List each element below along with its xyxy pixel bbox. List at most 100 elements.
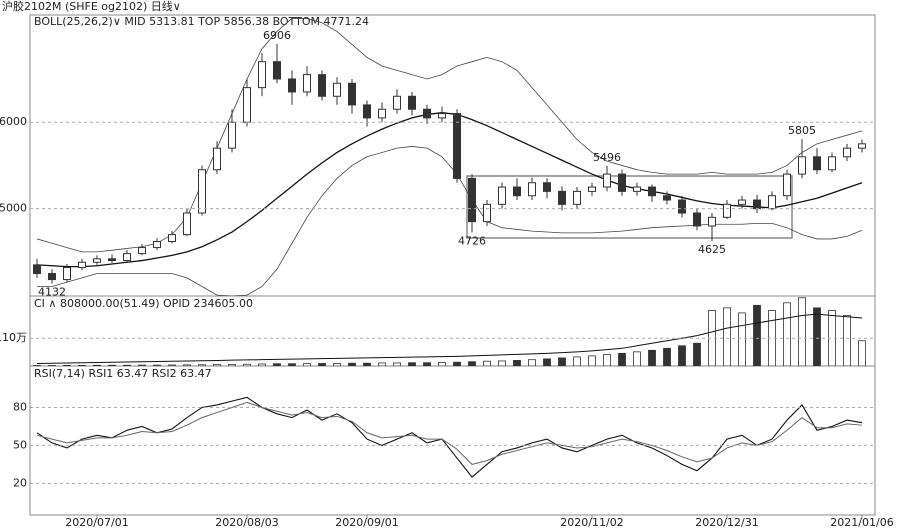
volume-bar bbox=[618, 352, 626, 366]
volume-bar bbox=[723, 307, 731, 366]
candle-body bbox=[813, 156, 821, 171]
volume-bar bbox=[153, 364, 161, 366]
volume-bar bbox=[123, 364, 131, 366]
main-pane bbox=[29, 14, 876, 297]
volume-bar bbox=[243, 363, 251, 366]
y-tick-label: 20 bbox=[13, 476, 27, 489]
candle-body bbox=[648, 186, 656, 197]
candle-body bbox=[198, 169, 206, 214]
candle-body bbox=[363, 104, 371, 119]
candle-body bbox=[123, 253, 131, 262]
candle-body bbox=[633, 186, 641, 192]
candle-body bbox=[498, 186, 506, 205]
rsi-label: RSI(7,14) RSI1 63.47 RSI2 63.47 bbox=[34, 367, 212, 380]
candle-body bbox=[213, 147, 221, 171]
x-tick-label: 2020/09/01 bbox=[335, 516, 398, 529]
candle-body bbox=[798, 156, 806, 175]
volume-bar bbox=[858, 340, 866, 366]
volume-bar bbox=[648, 349, 656, 366]
candle-body bbox=[78, 261, 86, 268]
volume-bar bbox=[258, 363, 266, 366]
volume-bar bbox=[78, 364, 86, 366]
boll-upper bbox=[36, 18, 863, 253]
extreme-label: 6906 bbox=[263, 29, 291, 42]
y-tick-label: 80 bbox=[13, 400, 27, 413]
volume-label: CI ∧ 808000.00(51.49) OPID 234605.00 bbox=[34, 297, 253, 310]
volume-bar bbox=[798, 297, 806, 366]
extreme-label: 5496 bbox=[593, 151, 621, 164]
candle-body bbox=[783, 173, 791, 197]
volume-bar bbox=[63, 364, 71, 366]
candle-body bbox=[603, 173, 611, 188]
volume-bar bbox=[303, 363, 311, 366]
extreme-label: 4625 bbox=[698, 243, 726, 256]
volume-bar bbox=[48, 365, 56, 366]
volume-bar bbox=[33, 365, 41, 366]
candle-body bbox=[378, 108, 386, 119]
volume-bar bbox=[183, 364, 191, 366]
volume-bar bbox=[663, 347, 671, 366]
volume-bar bbox=[528, 359, 536, 366]
open-interest-line bbox=[36, 313, 863, 364]
volume-bar bbox=[603, 354, 611, 366]
candle-body bbox=[723, 203, 731, 218]
candle-body bbox=[468, 177, 476, 223]
volume-bar bbox=[228, 364, 236, 366]
candle-body bbox=[423, 108, 431, 119]
candle-body bbox=[828, 156, 836, 171]
volume-bar bbox=[408, 362, 416, 366]
candle-body bbox=[588, 186, 596, 192]
volume-bar bbox=[738, 312, 746, 366]
x-tick-label: 2020/07/01 bbox=[65, 516, 128, 529]
x-tick-label: 2021/01/06 bbox=[830, 516, 893, 529]
main-plot bbox=[33, 18, 866, 296]
volume-bar bbox=[843, 315, 851, 366]
range-box bbox=[466, 175, 793, 239]
volume-bar bbox=[588, 355, 596, 366]
y-tick-label: 50 bbox=[13, 438, 27, 451]
volume-bar bbox=[393, 362, 401, 366]
volume-bar bbox=[363, 362, 371, 366]
volume-bar bbox=[468, 361, 476, 366]
volume-bar bbox=[453, 361, 461, 366]
candle-body bbox=[333, 82, 341, 97]
volume-bar bbox=[318, 363, 326, 366]
volume-bar bbox=[498, 360, 506, 366]
volume-bar bbox=[633, 351, 641, 366]
volume-bar bbox=[693, 342, 701, 366]
volume-bar bbox=[813, 307, 821, 366]
candle-body bbox=[93, 258, 101, 263]
candle-body bbox=[273, 61, 281, 80]
candle-body bbox=[528, 182, 536, 197]
extreme-label: 5805 bbox=[788, 124, 816, 137]
candle-body bbox=[183, 212, 191, 236]
volume-bar bbox=[513, 360, 521, 366]
candle-body bbox=[438, 113, 446, 119]
volume-bar bbox=[753, 304, 761, 366]
candle-body bbox=[243, 87, 251, 123]
volume-bar bbox=[348, 362, 356, 366]
candle-body bbox=[753, 199, 761, 210]
candle-body bbox=[693, 212, 701, 227]
rsi-plot bbox=[36, 396, 863, 478]
candle-body bbox=[63, 266, 71, 281]
x-tick-label: 2020/08/03 bbox=[215, 516, 278, 529]
candle-body bbox=[258, 61, 266, 89]
candle-body bbox=[138, 247, 146, 255]
candle-body bbox=[543, 182, 551, 192]
rsi-pane bbox=[29, 365, 876, 516]
volume-bar bbox=[438, 362, 446, 366]
candle-body bbox=[483, 203, 491, 223]
candle-body bbox=[228, 121, 236, 149]
volume-bar bbox=[573, 356, 581, 366]
volume-bar bbox=[333, 363, 341, 366]
candle-body bbox=[318, 74, 326, 97]
y-tick-label: 6000 bbox=[0, 115, 27, 128]
chart-title: 沪胶2102M (SHFE og2102) 日线∨ bbox=[2, 0, 181, 13]
volume-bar bbox=[783, 302, 791, 366]
boll-lower bbox=[37, 146, 863, 296]
volume-bar bbox=[198, 364, 206, 366]
candle-body bbox=[843, 147, 851, 158]
candle-body bbox=[408, 95, 416, 110]
